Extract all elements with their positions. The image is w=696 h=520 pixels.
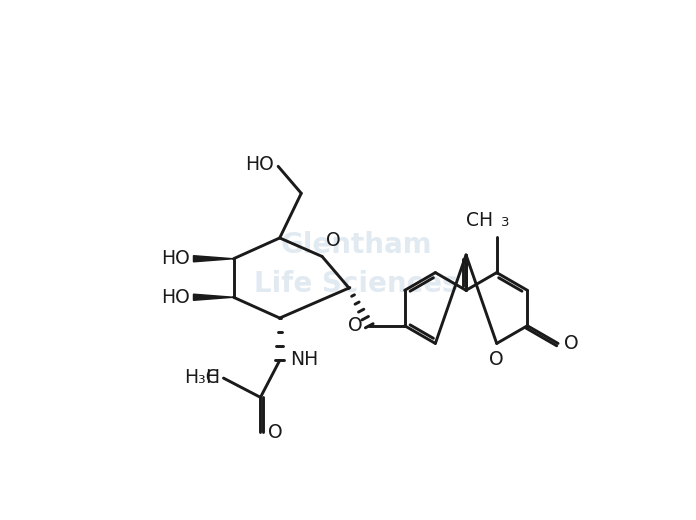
Text: HO: HO xyxy=(161,288,189,307)
Text: NH: NH xyxy=(290,350,319,369)
Text: O: O xyxy=(268,422,283,441)
Text: 3: 3 xyxy=(500,216,509,229)
Text: O: O xyxy=(349,316,363,335)
Polygon shape xyxy=(193,256,233,262)
Text: H: H xyxy=(205,368,219,387)
Text: O: O xyxy=(489,350,504,369)
Text: O: O xyxy=(564,334,579,353)
Text: CH: CH xyxy=(466,211,493,230)
Text: HO: HO xyxy=(246,155,274,174)
Text: HO: HO xyxy=(161,249,189,268)
Text: Glentham
Life Sciences: Glentham Life Sciences xyxy=(255,231,459,297)
Text: H₃C: H₃C xyxy=(184,368,219,387)
Text: O: O xyxy=(326,230,340,250)
Polygon shape xyxy=(193,294,233,301)
